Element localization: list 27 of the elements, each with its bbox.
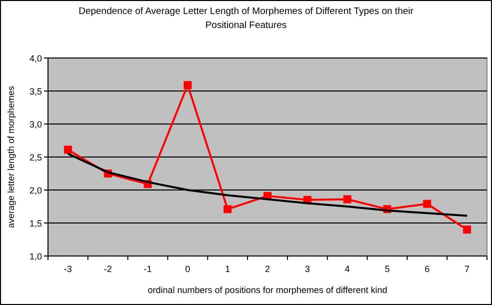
point bbox=[64, 146, 72, 154]
y-tick-label: 4,0 bbox=[29, 54, 42, 64]
y-tick-label: 3,0 bbox=[29, 120, 42, 130]
point bbox=[423, 200, 432, 208]
x-tick-label: 7 bbox=[464, 264, 470, 274]
point bbox=[463, 226, 472, 234]
point bbox=[224, 205, 232, 214]
x-tick-label: 6 bbox=[424, 264, 430, 274]
y-tick-label: 2,0 bbox=[29, 186, 42, 196]
x-tick-label: 4 bbox=[344, 264, 350, 274]
chart-title: Dependence of Average Letter Length of Morphemes of Different Types on their Positional Features bbox=[78, 6, 414, 31]
x-tick-label: -2 bbox=[104, 264, 112, 274]
x-tick-label: 2 bbox=[264, 264, 270, 274]
x-tick-label: 1 bbox=[225, 264, 230, 274]
y-tick-label: 3,5 bbox=[29, 86, 42, 96]
point bbox=[184, 81, 192, 90]
x-tick-label: -1 bbox=[144, 264, 152, 274]
x-tick-label: -3 bbox=[64, 264, 72, 274]
y-tick-label: 1,0 bbox=[29, 252, 42, 262]
y-tick-label: 2,5 bbox=[29, 152, 42, 162]
x-tick-label: 3 bbox=[304, 264, 310, 274]
x-tick-label: 0 bbox=[185, 264, 190, 274]
y-axis-title: average letter length of morphemes bbox=[6, 85, 16, 228]
x-tick-label: 5 bbox=[384, 264, 390, 274]
point bbox=[343, 195, 352, 204]
y-tick-label: 1,5 bbox=[29, 218, 42, 228]
x-axis-title: ordinal numbers of positions for morphemes of different kind bbox=[148, 285, 388, 295]
